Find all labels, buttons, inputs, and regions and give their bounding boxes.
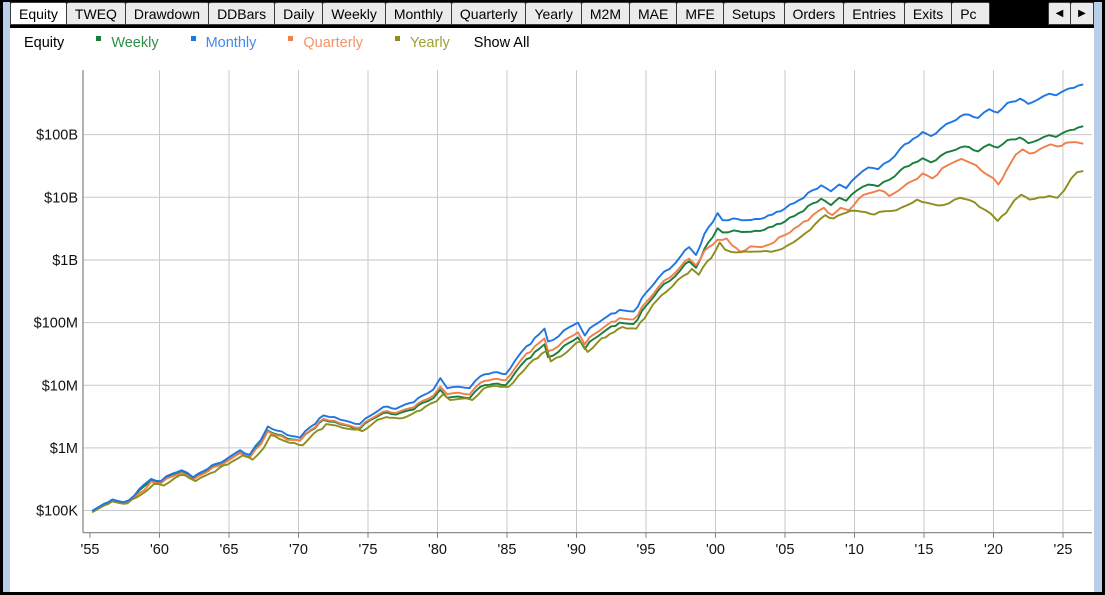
tab-ddbars[interactable]: DDBars xyxy=(209,2,276,25)
tab-setups[interactable]: Setups xyxy=(723,2,785,25)
legend-swatch-weekly xyxy=(96,36,102,41)
tab-quarterly[interactable]: Quarterly xyxy=(451,2,527,25)
main-panel: Equity TWEQ Drawdown DDBars Daily Weekly Month… xyxy=(10,2,1094,592)
window-edge-left xyxy=(3,2,10,592)
legend-item-quarterly[interactable]: Quarterly xyxy=(288,35,363,51)
legend-title: Equity xyxy=(24,34,65,51)
x-tick-label: '55 xyxy=(81,542,100,558)
tab-pc[interactable]: Pc xyxy=(952,2,991,25)
tab-equity[interactable]: Equity xyxy=(10,2,67,25)
tab-orders[interactable]: Orders xyxy=(784,2,845,25)
x-tick-label: '15 xyxy=(915,542,934,558)
tab-weekly[interactable]: Weekly xyxy=(323,2,386,25)
series-line-yearly xyxy=(91,170,1084,513)
x-tick-label: '95 xyxy=(637,542,656,558)
equity-chart-area: $100K $1M $10M $100M $1B $10B $100B '55 '60 '65 '7… xyxy=(10,57,1094,592)
tab-bar: Equity TWEQ Drawdown DDBars Daily Weekly Month… xyxy=(10,2,1094,28)
x-tick-label: '85 xyxy=(498,542,517,558)
x-tick-label: '10 xyxy=(845,542,864,558)
legend-label: Quarterly xyxy=(303,34,364,51)
x-tick-label: '60 xyxy=(150,542,169,558)
x-tick-label: '70 xyxy=(289,542,308,558)
series-line-quarterly xyxy=(91,141,1084,512)
tab-exits[interactable]: Exits xyxy=(904,2,953,25)
y-tick-label: $10B xyxy=(44,190,78,206)
y-tick-label: $1B xyxy=(52,253,78,269)
x-tick-label: '90 xyxy=(567,542,586,558)
tab-mfe[interactable]: MFE xyxy=(677,2,724,25)
y-tick-label: $1M xyxy=(50,441,78,457)
tab-tweq[interactable]: TWEQ xyxy=(66,2,126,25)
legend-item-weekly[interactable]: Weekly xyxy=(96,34,159,51)
legend-label: Monthly xyxy=(205,34,257,51)
legend-item-yearly[interactable]: Yearly xyxy=(395,35,450,51)
tab-scroller: ◀ ▶ xyxy=(1048,2,1094,25)
x-tick-label: '80 xyxy=(428,542,447,558)
tab-scroll-left-button[interactable]: ◀ xyxy=(1048,2,1071,25)
chart-legend: Equity Weekly Monthly Quarterly Yearly Show… xyxy=(10,28,1094,57)
tab-drawdown[interactable]: Drawdown xyxy=(125,2,210,25)
scroll-right-icon: ▶ xyxy=(1078,8,1086,19)
y-tick-label: $100B xyxy=(36,128,78,144)
tab-scroll-right-button[interactable]: ▶ xyxy=(1071,2,1094,25)
legend-swatch-yearly xyxy=(395,36,401,41)
series-line-monthly xyxy=(91,83,1084,512)
tab-entries[interactable]: Entries xyxy=(844,2,905,25)
x-tick-label: '00 xyxy=(706,542,725,558)
tab-yearly[interactable]: Yearly xyxy=(526,2,582,25)
tab-mae[interactable]: MAE xyxy=(630,2,678,25)
y-tick-label: $100M xyxy=(34,316,78,332)
window-edge-right xyxy=(1094,2,1102,592)
legend-swatch-quarterly xyxy=(288,36,294,41)
x-tick-label: '25 xyxy=(1054,542,1073,558)
legend-label: Yearly xyxy=(410,34,450,51)
x-tick-label: '75 xyxy=(359,542,378,558)
x-tick-label: '05 xyxy=(776,542,795,558)
legend-item-monthly[interactable]: Monthly xyxy=(190,34,257,51)
legend-show-all-button[interactable]: Show All xyxy=(473,34,530,51)
scroll-left-icon: ◀ xyxy=(1055,8,1064,19)
y-tick-label: $100K xyxy=(36,504,78,520)
equity-chart: $100K $1M $10M $100M $1B $10B $100B '55 '60 '65 '7… xyxy=(34,70,1092,558)
legend-label: Weekly xyxy=(111,34,159,51)
tab-monthly[interactable]: Monthly xyxy=(385,2,452,25)
x-tick-label: '65 xyxy=(220,542,239,558)
x-tick-label: '20 xyxy=(984,542,1003,558)
y-tick-label: $10M xyxy=(42,378,78,394)
legend-swatch-monthly xyxy=(190,36,196,41)
tab-daily[interactable]: Daily xyxy=(275,2,324,25)
legend-items: Weekly Monthly Quarterly Yearly xyxy=(64,34,450,51)
tab-m2m[interactable]: M2M xyxy=(581,2,630,25)
